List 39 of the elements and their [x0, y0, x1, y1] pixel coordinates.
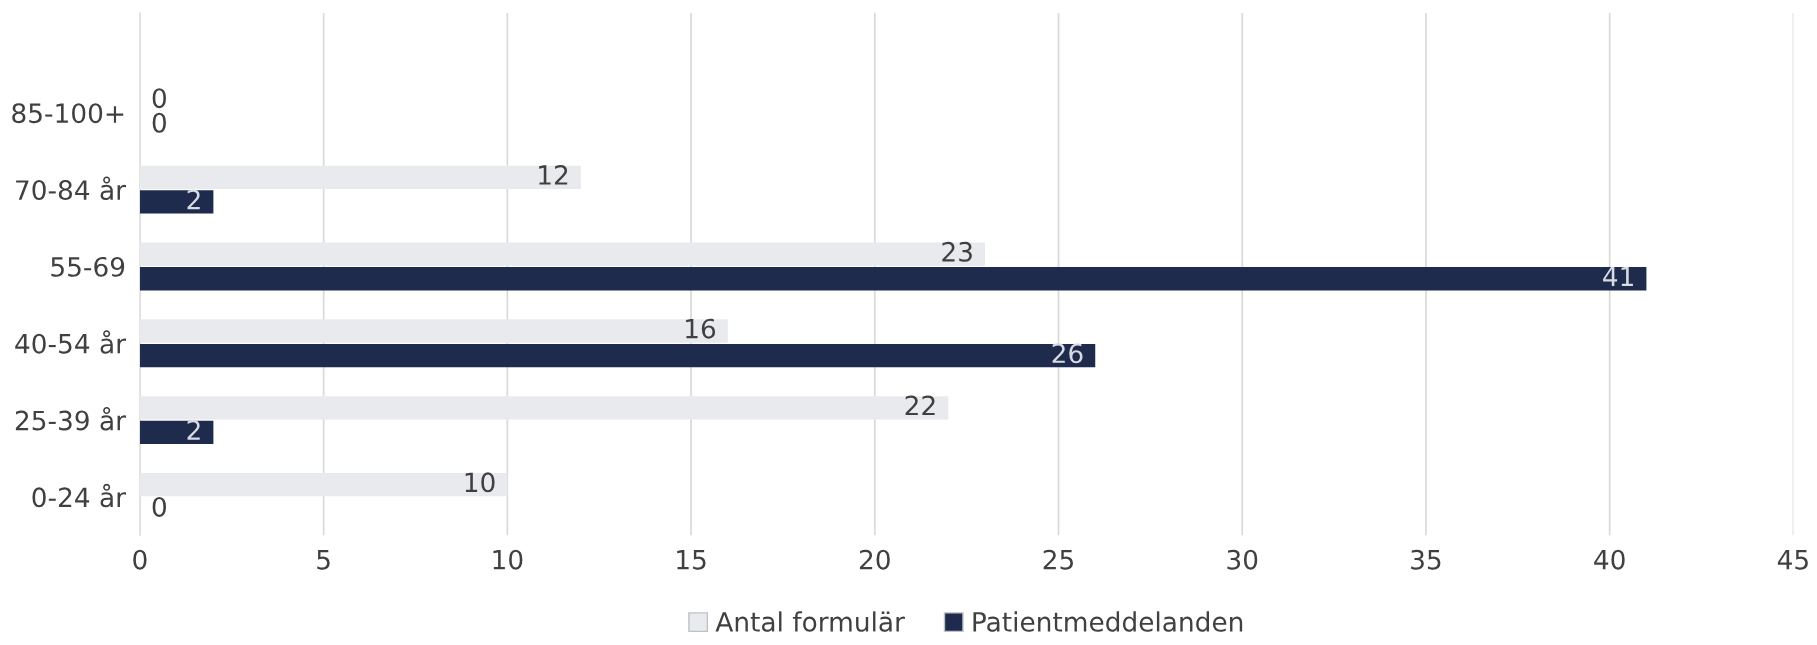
x-tick-label: 0 [133, 549, 147, 570]
x-tick-label: 25 [1043, 549, 1073, 570]
x-tick-label: 45 [1777, 550, 1808, 570]
x-tick-label: 15 [677, 550, 706, 570]
data-label: 2 [187, 189, 200, 210]
x-tick-label: 40 [1594, 549, 1625, 570]
x-tick-label: 20 [859, 549, 890, 570]
y-tick-label: 0-24 år [32, 483, 127, 508]
bar [139, 420, 214, 445]
data-label: 10 [465, 472, 495, 493]
y-tick-label: 55-69 [51, 256, 125, 277]
y-tick-label: 70-84 år [16, 176, 127, 201]
data-label: 12 [539, 165, 568, 185]
bar [139, 343, 1096, 368]
bar [139, 472, 508, 497]
data-label: 0 [152, 88, 166, 109]
bar [139, 242, 986, 266]
data-label: 0 [152, 112, 166, 133]
data-label: 0 [152, 496, 166, 517]
x-tick-label: 10 [493, 549, 523, 570]
data-label: 2 [187, 420, 200, 440]
data-label: 16 [686, 318, 716, 339]
data-label: 22 [905, 395, 935, 416]
x-tick-label: 5 [317, 550, 330, 570]
y-tick-label: 25-39 år [15, 406, 127, 431]
bar [139, 319, 728, 343]
bar [139, 165, 581, 189]
bar [139, 267, 1647, 291]
bar [139, 190, 214, 214]
data-label: 26 [1052, 343, 1083, 364]
bar [139, 396, 949, 420]
legend-label: Patientmeddelanden [973, 611, 1243, 632]
legend-label: Antal formulär [715, 611, 905, 632]
data-label: 41 [1603, 266, 1633, 287]
x-tick-label: 30 [1227, 549, 1258, 570]
y-tick-label: 40-54 år [15, 330, 127, 354]
x-tick-label: 35 [1411, 549, 1441, 570]
y-tick-label: 85-100+ [12, 103, 124, 124]
data-label: 23 [942, 241, 972, 262]
